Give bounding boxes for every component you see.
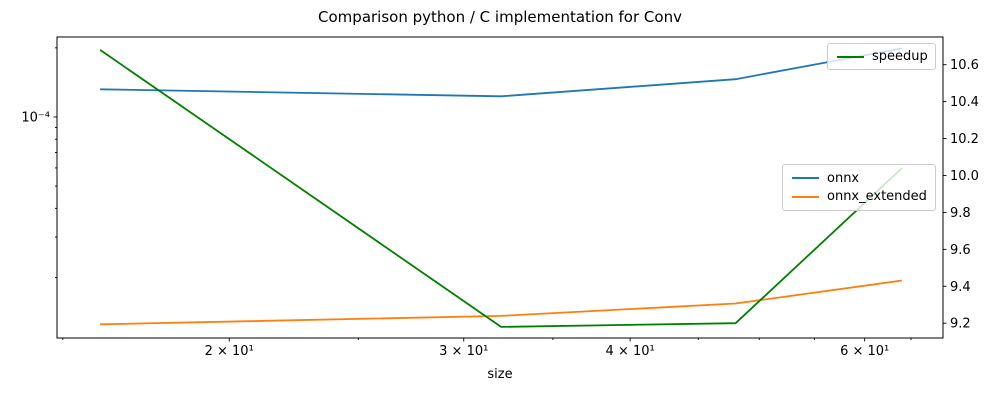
y-right-tick-label: 9.8	[950, 206, 971, 221]
onnx-extended-line-swatch	[792, 195, 819, 198]
y-right-tick-label: 10.6	[950, 58, 979, 73]
legend-item-onnx: onnx	[792, 171, 926, 186]
line-onnx_extended	[100, 279, 903, 326]
line-onnx	[100, 47, 903, 98]
x-tick-label: 6 × 10¹	[840, 344, 889, 359]
speedup-line-swatch	[837, 55, 864, 58]
legend-speedup: speedup	[827, 43, 936, 70]
plot-border	[56, 36, 944, 339]
y-right-tick-label: 9.6	[950, 243, 971, 258]
legend-main: onnx onnx_extended	[782, 164, 936, 211]
y-right-tick-label: 10.2	[950, 132, 979, 147]
onnx-line-swatch	[792, 177, 819, 180]
legend-item-speedup: speedup	[837, 49, 928, 64]
y-right-tick-label: 10.0	[950, 169, 979, 184]
legend-item-onnx-extended: onnx_extended	[792, 189, 927, 205]
x-tick-label: 3 × 10¹	[439, 344, 488, 359]
legend-label-onnx: onnx	[827, 170, 860, 186]
y-right-tick-label: 9.2	[950, 317, 971, 332]
line-speedup	[99, 49, 903, 328]
legend-label-onnx-extended: onnx_extended	[827, 189, 927, 205]
legend-label-speedup: speedup	[872, 49, 928, 64]
x-tick-label: 4 × 10¹	[606, 344, 655, 359]
y-right-tick-label: 10.4	[950, 95, 979, 110]
x-axis-label: size	[487, 367, 513, 382]
chart-title: Comparison python / C implementation for…	[318, 8, 682, 26]
y-right-tick-label: 9.4	[950, 280, 971, 295]
x-tick-label: 2 × 10¹	[205, 344, 254, 359]
y-left-tick-label: 10⁻⁴	[21, 110, 50, 125]
